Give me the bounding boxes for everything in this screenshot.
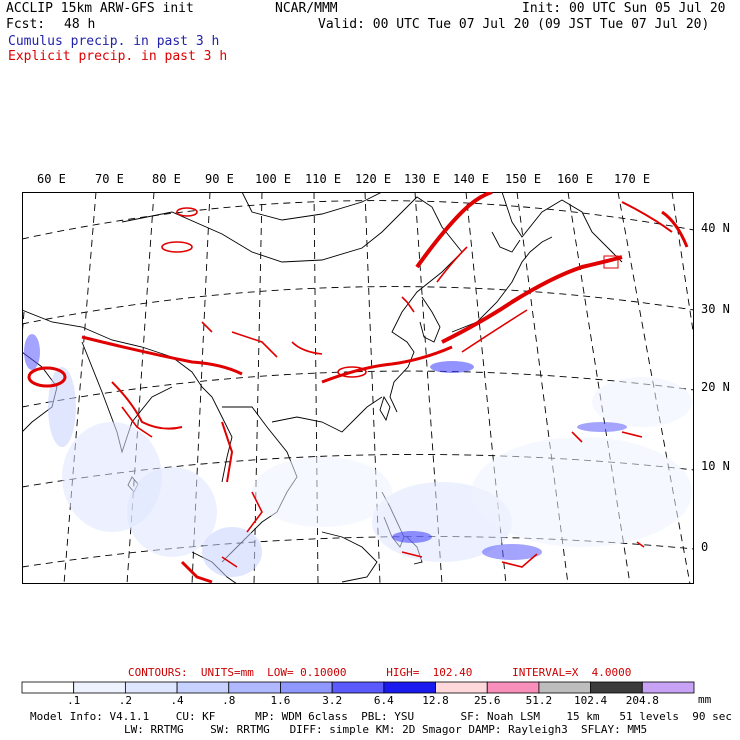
- lon-label: 140 E: [453, 172, 490, 186]
- colorbar-swatch: [21, 681, 75, 694]
- lat-label: 10 N: [701, 459, 730, 473]
- colorbar-level-label: .8: [222, 694, 235, 707]
- explicit-precip: [27, 192, 689, 584]
- colorbar-level-label: .2: [119, 694, 132, 707]
- lat-label: 30 N: [701, 302, 730, 316]
- init-time: Init: 00 UTC Sun 05 Jul 20: [522, 1, 726, 16]
- lon-label: 70 E: [95, 172, 124, 186]
- colorbar-level-label: 1.6: [271, 694, 291, 707]
- lon-label: 60 E: [37, 172, 66, 186]
- colorbar-level-label: 6.4: [374, 694, 394, 707]
- lat-label: 0: [701, 540, 709, 554]
- lon-label: 170 E: [614, 172, 651, 186]
- forecast-label: Fcst:: [6, 17, 46, 32]
- colorbar-swatch: [383, 681, 436, 694]
- lat-label: 20 N: [701, 380, 730, 394]
- lon-label: 110 E: [305, 172, 342, 186]
- lon-label: 80 E: [152, 172, 181, 186]
- lon-label: 130 E: [404, 172, 441, 186]
- cumulus-legend: Cumulus precip. in past 3 h: [8, 34, 220, 49]
- coastlines: [22, 192, 623, 584]
- colorbar-level-label: .1: [67, 694, 80, 707]
- colorbar-swatch: [435, 681, 488, 694]
- colorbar-swatch: [486, 681, 540, 694]
- cumulus-precip: [24, 334, 692, 577]
- lon-label: 120 E: [355, 172, 392, 186]
- precipitation-map: [22, 192, 694, 584]
- colorbar-swatch: [280, 681, 333, 694]
- model-info-line1: Model Info: V4.1.1 CU: KF MP: WDM 6class…: [30, 710, 732, 723]
- contours-info: CONTOURS: UNITS=mm LOW= 0.10000 HIGH= 10…: [128, 666, 632, 679]
- lon-label: 90 E: [205, 172, 234, 186]
- colorbar-swatch: [228, 681, 281, 694]
- center-label: NCAR/MMM: [275, 1, 338, 16]
- colorbar-swatch: [641, 681, 695, 694]
- colorbar-swatch: [176, 681, 230, 694]
- lon-label: 100 E: [255, 172, 292, 186]
- highlight-box: [603, 255, 619, 269]
- model-title: ACCLIP 15km ARW-GFS init: [6, 1, 194, 16]
- colorbar-swatch: [590, 681, 643, 694]
- colorbar-swatch: [73, 681, 126, 694]
- colorbar-swatch: [538, 681, 592, 694]
- colorbar-swatch: [124, 681, 178, 694]
- valid-time: Valid: 00 UTC Tue 07 Jul 20 (09 JST Tue …: [318, 17, 710, 32]
- colorbar-level-label: 102.4: [574, 694, 607, 707]
- colorbar-level-label: 3.2: [322, 694, 342, 707]
- lon-label: 150 E: [505, 172, 542, 186]
- colorbar-level-label: 204.8: [626, 694, 659, 707]
- colorbar-level-label: .4: [170, 694, 184, 707]
- explicit-legend: Explicit precip. in past 3 h: [8, 49, 228, 64]
- colorbar-level-label: 25.6: [474, 694, 501, 707]
- colorbar-level-label: 51.2: [526, 694, 553, 707]
- colorbar-level-label: 12.8: [422, 694, 449, 707]
- colorbar-swatch: [331, 681, 385, 694]
- lon-label: 160 E: [557, 172, 594, 186]
- model-info-line2: LW: RRTMG SW: RRTMG DIFF: simple KM: 2D …: [124, 723, 648, 736]
- lat-label: 40 N: [701, 221, 730, 235]
- forecast-hour: 48 h: [64, 17, 96, 32]
- colorbar-unit: mm: [698, 693, 712, 706]
